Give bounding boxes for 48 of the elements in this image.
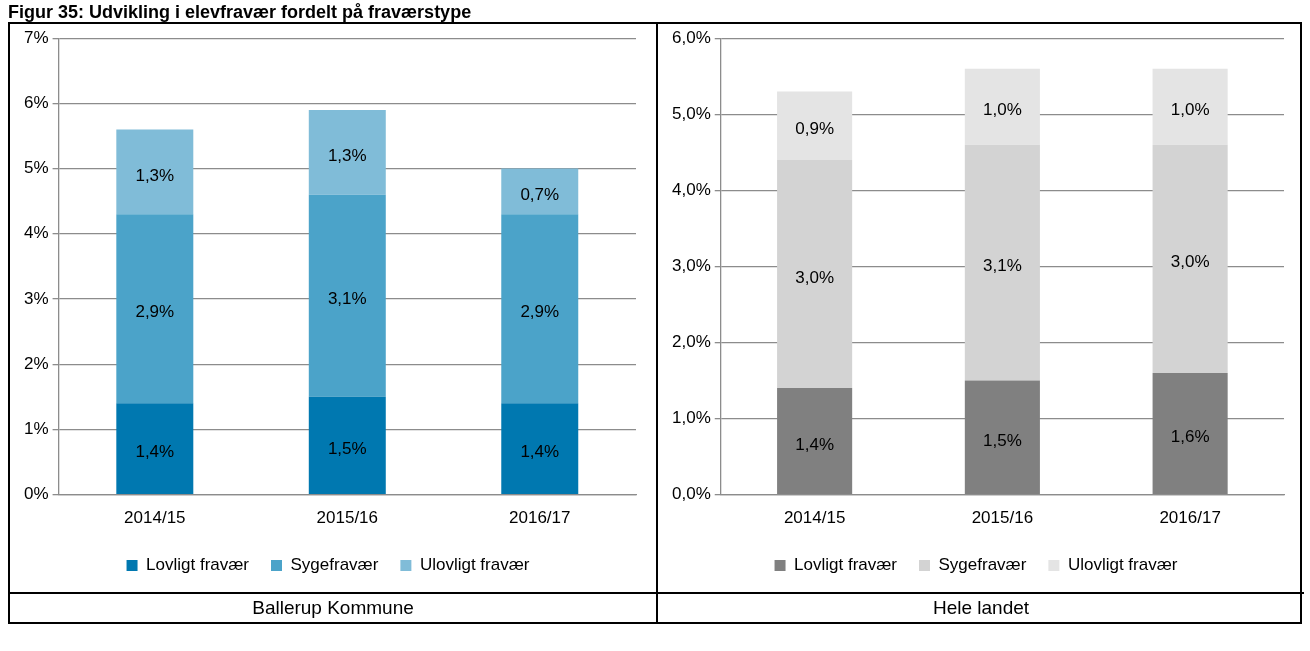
data-label: 1,5%	[327, 439, 367, 459]
y-tick-label: 3,0%	[672, 256, 711, 276]
data-label: 1,3%	[327, 145, 367, 165]
text: Ballerup Kommune	[252, 597, 414, 619]
data-label: 1,4%	[135, 442, 175, 462]
x-tick-label: 2014/15	[783, 508, 846, 528]
x-tick-label: 2015/16	[971, 508, 1034, 528]
y-tick-label: 3%	[23, 288, 49, 308]
y-tick-label: 7%	[23, 27, 49, 47]
data-label: 1,4%	[520, 442, 560, 462]
data-label: 0,7%	[520, 185, 560, 205]
data-label: 3,1%	[983, 256, 1022, 276]
y-tick-label: 1%	[23, 419, 49, 439]
y-tick-label: 0%	[23, 484, 49, 504]
x-tick-label: 2016/17	[509, 508, 571, 528]
data-label: 2,9%	[135, 302, 175, 322]
data-label: 1,0%	[1170, 100, 1210, 120]
data-label: 3,1%	[327, 289, 367, 309]
x-tick-label: 2014/15	[124, 508, 186, 528]
legend-label: Lovligt fravær	[794, 555, 898, 575]
data-label: 1,3%	[135, 165, 175, 185]
y-tick-label: 4%	[23, 223, 49, 243]
x-tick-label: 2015/16	[316, 508, 379, 528]
legend-label: Lovligt fravær	[146, 555, 250, 575]
legend-label: Sygefravær	[290, 555, 379, 575]
y-tick-label: 2%	[23, 353, 49, 373]
y-tick-label: 6,0%	[672, 27, 711, 47]
text: Hele landet	[932, 597, 1030, 619]
data-label: 1,4%	[795, 434, 834, 454]
y-tick-label: 4,0%	[672, 180, 711, 200]
x-tick-label: 2016/17	[1159, 508, 1221, 528]
data-label: 1,5%	[983, 430, 1022, 450]
y-tick-label: 1,0%	[672, 408, 711, 428]
legend-label: Sygefravær	[938, 555, 1027, 575]
legend-label: Ulovligt fravær	[1067, 555, 1178, 575]
data-label: 1,0%	[983, 100, 1022, 120]
data-label: 1,6%	[1170, 427, 1210, 447]
y-tick-label: 5%	[23, 158, 49, 178]
data-label: 3,0%	[1170, 252, 1210, 272]
data-label: 3,0%	[795, 267, 834, 287]
chart-title: Figur 35: Udvikling i elevfravær fordelt på fraværstype	[8, 2, 473, 22]
y-tick-label: 2,0%	[672, 332, 711, 352]
legend-label: Ulovligt fravær	[419, 555, 530, 575]
y-tick-label: 5,0%	[672, 103, 711, 123]
data-label: 0,9%	[795, 119, 834, 139]
data-label: 2,9%	[520, 302, 560, 322]
y-tick-label: 0,0%	[672, 484, 711, 504]
y-tick-label: 6%	[23, 93, 49, 113]
